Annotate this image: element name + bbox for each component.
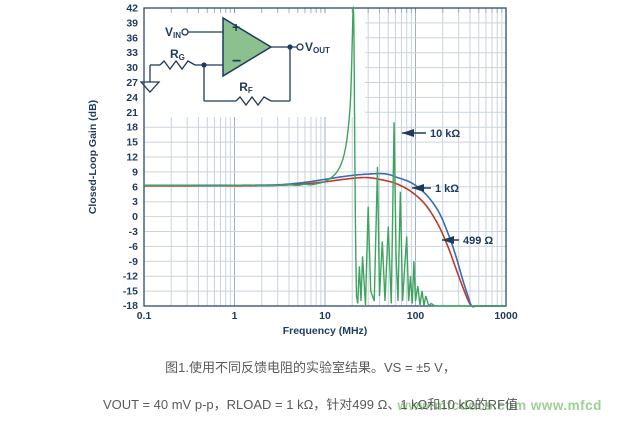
svg-text:24: 24 bbox=[126, 92, 138, 104]
svg-text:36: 36 bbox=[126, 32, 138, 44]
svg-text:3: 3 bbox=[132, 196, 138, 208]
svg-text:1 kΩ: 1 kΩ bbox=[435, 183, 459, 195]
svg-text:10: 10 bbox=[319, 310, 331, 322]
svg-text:+: + bbox=[232, 19, 240, 35]
svg-text:33: 33 bbox=[126, 47, 138, 59]
svg-text:15: 15 bbox=[126, 137, 138, 149]
svg-text:1000: 1000 bbox=[494, 310, 518, 322]
svg-text:12: 12 bbox=[126, 152, 138, 164]
svg-text:27: 27 bbox=[126, 77, 138, 89]
svg-text:499 Ω: 499 Ω bbox=[463, 235, 493, 247]
svg-text:-6: -6 bbox=[129, 241, 138, 253]
svg-text:1: 1 bbox=[232, 310, 238, 322]
svg-text:10 kΩ: 10 kΩ bbox=[430, 128, 460, 140]
svg-text:42: 42 bbox=[126, 3, 138, 15]
svg-text:30: 30 bbox=[126, 62, 138, 74]
svg-text:-3: -3 bbox=[129, 226, 138, 238]
svg-text:-9: -9 bbox=[129, 256, 138, 268]
svg-text:6: 6 bbox=[132, 181, 138, 193]
svg-text:-15: -15 bbox=[123, 286, 138, 298]
svg-text:18: 18 bbox=[126, 122, 138, 134]
svg-text:Closed-Loop Gain (dB): Closed-Loop Gain (dB) bbox=[87, 100, 99, 214]
svg-text:100: 100 bbox=[407, 310, 425, 322]
svg-text:Frequency (MHz): Frequency (MHz) bbox=[283, 325, 368, 337]
svg-text:0: 0 bbox=[132, 211, 138, 223]
svg-text:39: 39 bbox=[126, 17, 138, 29]
svg-text:9: 9 bbox=[132, 166, 138, 178]
svg-text:−: − bbox=[232, 53, 241, 70]
svg-text:21: 21 bbox=[126, 107, 138, 119]
svg-text:-12: -12 bbox=[123, 271, 138, 283]
svg-text:0.1: 0.1 bbox=[137, 310, 152, 322]
